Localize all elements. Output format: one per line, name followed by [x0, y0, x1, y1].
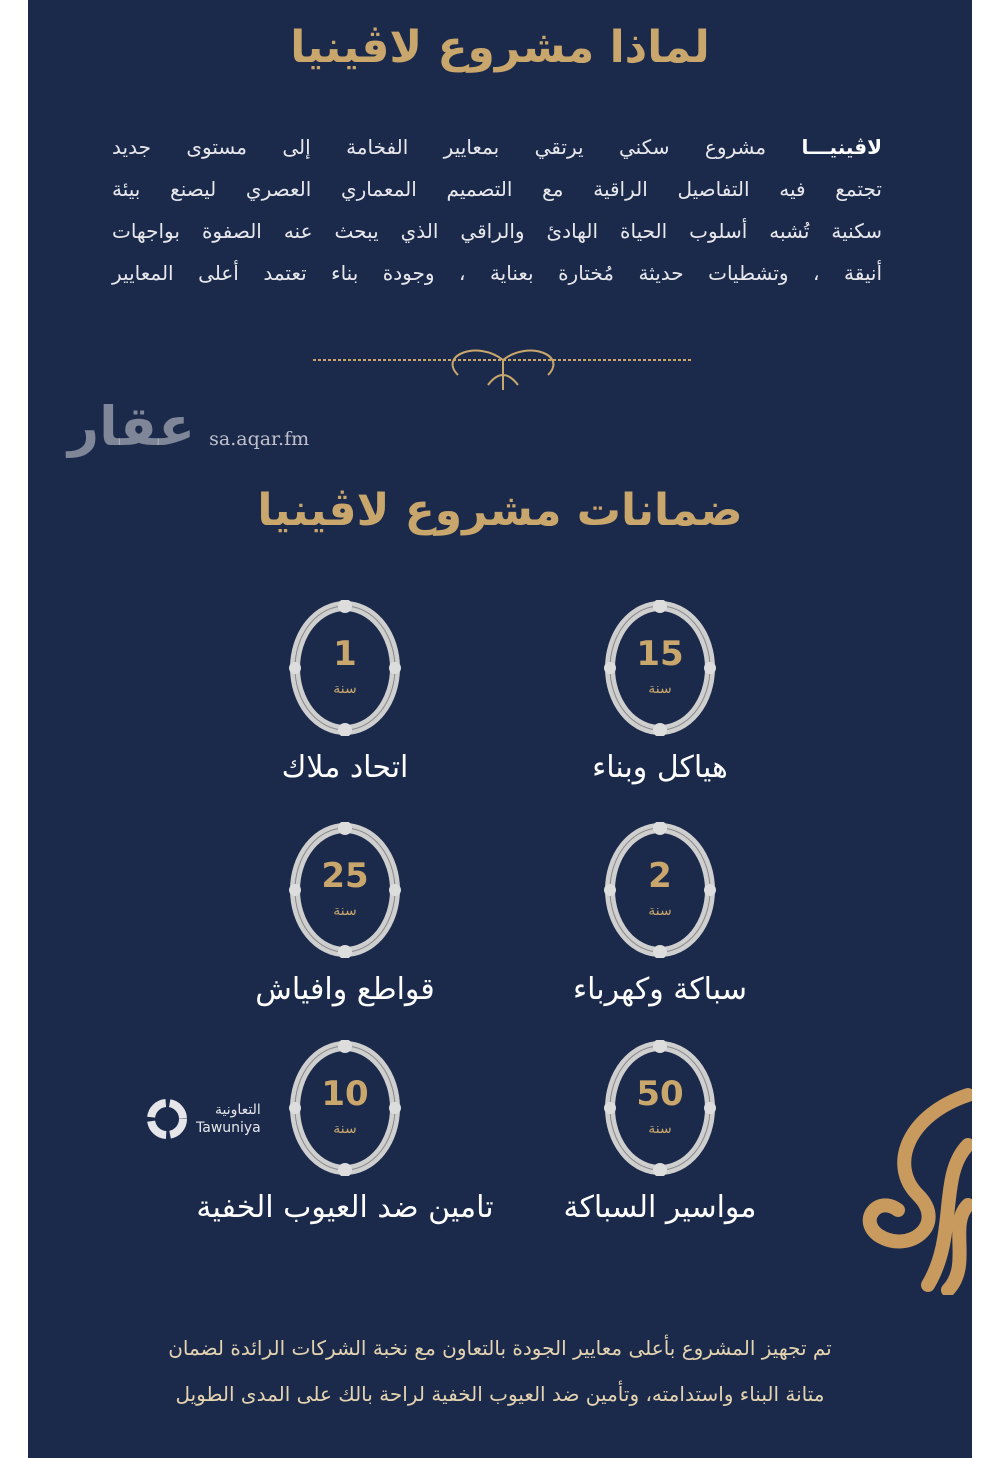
- guarantee-item: 10 سنة تامين ضد العيوب الخفية: [195, 1040, 495, 1226]
- bottom-line: تم تجهيز المشروع بأعلى معايير الجودة بال…: [168, 1336, 832, 1360]
- guarantees-title: ضمانات مشروع لاڤينيا: [257, 485, 743, 536]
- tawuniya-icon: [147, 1099, 187, 1139]
- years-unit: سنة: [333, 903, 357, 919]
- bottom-line: متانة البناء واستدامته، وتأمين ضد العيوب…: [175, 1382, 825, 1406]
- guarantee-label: قواطع وافياش: [255, 972, 435, 1007]
- bottom-text: تم تجهيز المشروع بأعلى معايير الجودة بال…: [58, 1325, 942, 1417]
- oval-frame-icon: 1 سنة: [289, 600, 401, 736]
- years-number: 10: [321, 1074, 369, 1114]
- guarantee-label: سباكة وكهرباء: [573, 972, 747, 1007]
- years-number: 50: [636, 1074, 684, 1114]
- poster: لماذا مشروع لاڤينيا لاڤينيـــا مشروع سكن…: [28, 0, 972, 1458]
- intro-line: سكنية تُشبه أسلوب الحياة الهادئ والراقي …: [112, 219, 882, 243]
- guarantee-item: 1 سنة اتحاد ملاك: [195, 600, 495, 786]
- years-unit: سنة: [648, 903, 672, 919]
- oval-frame-icon: 2 سنة: [604, 822, 716, 958]
- years-number: 2: [648, 856, 672, 896]
- intro-line: تجتمع فيه التفاصيل الراقية مع التصميم ال…: [112, 177, 882, 201]
- guarantee-label: مواسير السباكة: [563, 1190, 757, 1225]
- oval-frame-icon: 10 سنة: [289, 1040, 401, 1176]
- guarantee-label: تامين ضد العيوب الخفية: [196, 1190, 494, 1225]
- guarantee-item: 2 سنة سباكة وكهرباء: [510, 822, 810, 1008]
- oval-frame-icon: 15 سنة: [604, 600, 716, 736]
- page-title: لماذا مشروع لاڤينيا: [290, 22, 710, 73]
- aqar-watermark: عقار sa.aqar.fm: [68, 395, 309, 459]
- intro-paragraph: لاڤينيـــا مشروع سكني يرتقي بمعايير الفخ…: [112, 126, 882, 294]
- gold-scroll-ornament-icon: [862, 1088, 972, 1295]
- guarantee-item: 15 سنة هياكل وبناء: [510, 600, 810, 786]
- aqar-watermark-url: sa.aqar.fm: [209, 428, 310, 450]
- years-number: 25: [321, 856, 369, 896]
- intro-line: أنيقة ، وتشطيات حديثة مُختارة بعناية ، و…: [112, 261, 882, 285]
- aqar-watermark-logo: عقار: [68, 395, 196, 458]
- intro-line: مشروع سكني يرتقي بمعايير الفخامة إلى مست…: [112, 135, 767, 159]
- ornament-divider-icon: [313, 349, 693, 390]
- years-unit: سنة: [648, 681, 672, 697]
- tawuniya-logo: التعاونية Tawuniya: [146, 1098, 261, 1140]
- oval-frame-icon: 25 سنة: [289, 822, 401, 958]
- guarantee-item: 25 سنة قواطع وافياش: [195, 822, 495, 1008]
- brand-name: لاڤينيـــا: [801, 135, 883, 159]
- tawuniya-name-en: Tawuniya: [196, 1120, 261, 1136]
- tawuniya-name-ar: التعاونية: [214, 1102, 261, 1118]
- years-unit: سنة: [648, 1121, 672, 1137]
- guarantee-label: هياكل وبناء: [592, 750, 728, 785]
- oval-frame-icon: 50 سنة: [604, 1040, 716, 1176]
- years-number: 15: [636, 634, 684, 674]
- guarantee-label: اتحاد ملاك: [281, 750, 409, 785]
- years-unit: سنة: [333, 681, 357, 697]
- years-number: 1: [333, 634, 357, 674]
- years-unit: سنة: [333, 1121, 357, 1137]
- guarantee-item: 50 سنة مواسير السباكة: [510, 1040, 810, 1226]
